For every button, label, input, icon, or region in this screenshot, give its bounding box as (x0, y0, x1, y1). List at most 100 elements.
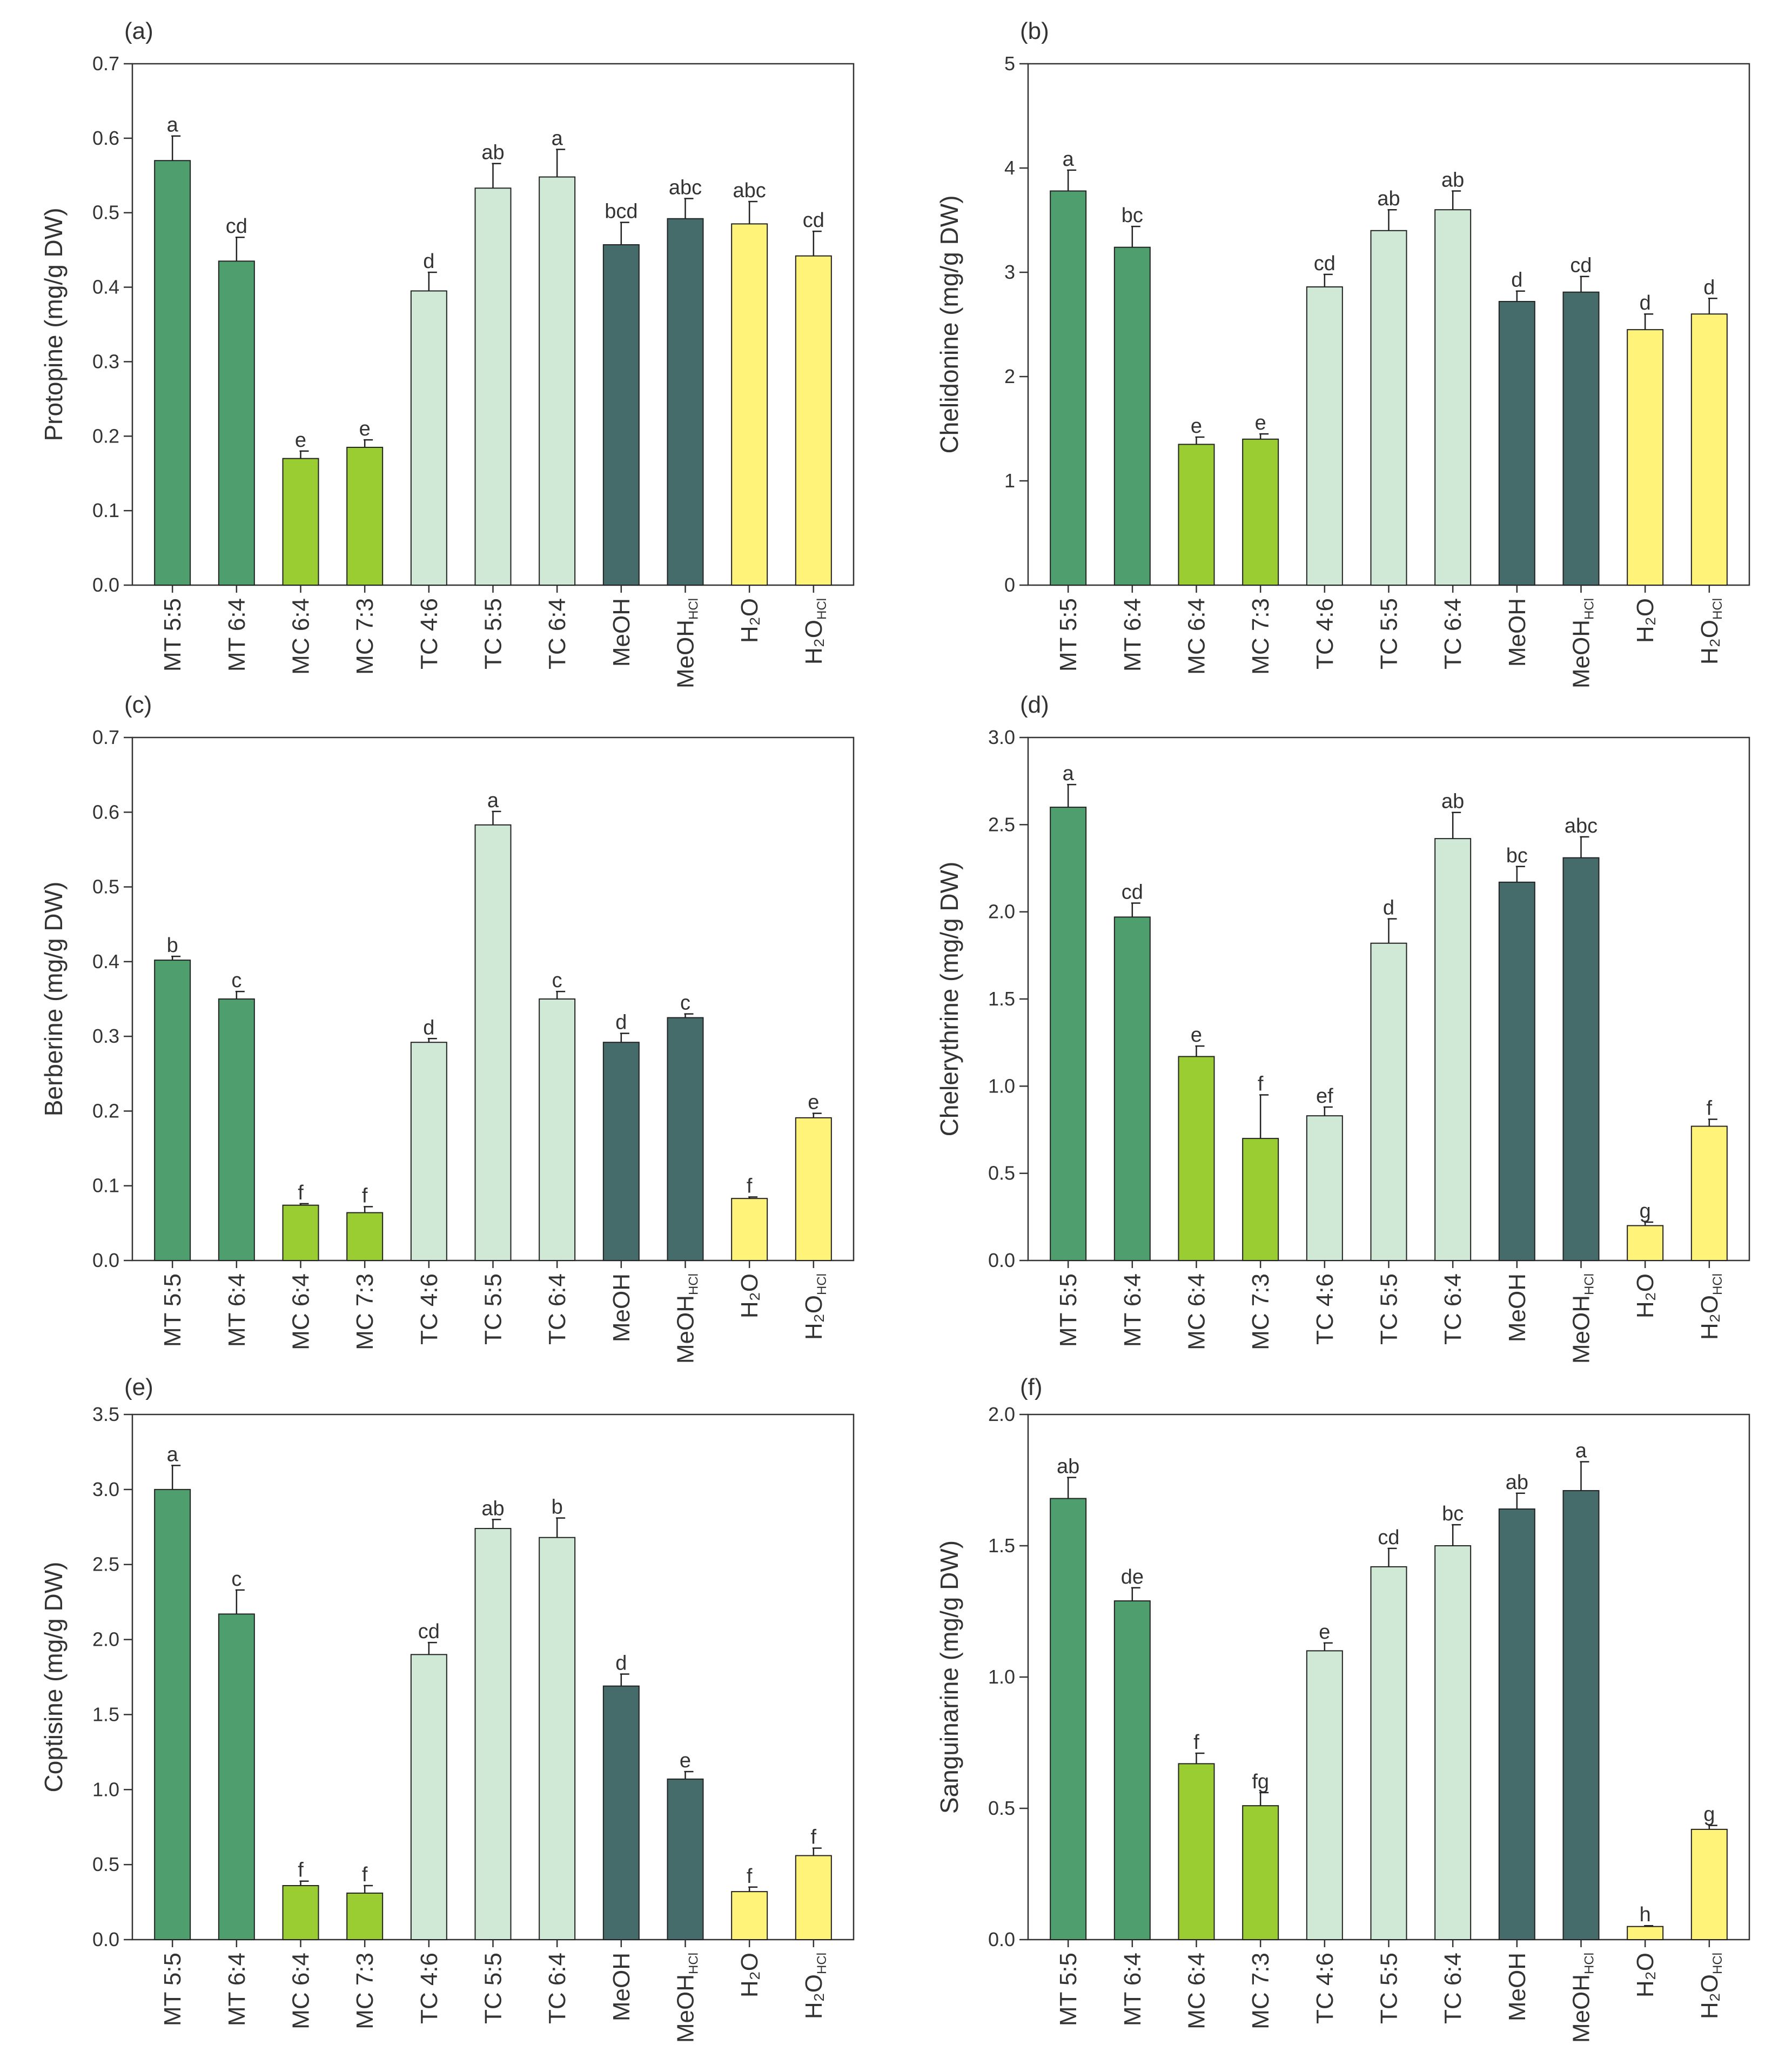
bar (1690, 1828, 1728, 1940)
x-tick-label: MeOH (1504, 598, 1531, 667)
x-tick-label-subscript: HCl (687, 1273, 701, 1295)
x-tick-label: TC 6:4 (1440, 598, 1466, 669)
x-tick-label: MC 6:4 (1184, 598, 1210, 675)
x-tick-label: MT 6:4 (1119, 1953, 1146, 2026)
significance-letter: c (680, 992, 690, 1015)
y-tick-label: 0.6 (92, 127, 119, 149)
significance-letter: d (1703, 276, 1715, 299)
x-tick-label: TC 4:6 (416, 1953, 442, 2024)
significance-letter: cd (226, 215, 247, 238)
y-tick-label: 0.5 (988, 1797, 1015, 1819)
y-tick-label: 0.2 (92, 1099, 119, 1122)
significance-letter: c (231, 969, 241, 992)
x-tick-label: MT 5:5 (1055, 1273, 1082, 1347)
x-tick-label: MC 7:3 (352, 598, 378, 675)
y-axis-label: Chelerythrine (mg/g DW) (935, 862, 963, 1137)
y-tick-label: 0.0 (988, 1928, 1015, 1950)
y-axis-label: Coptisine (mg/g DW) (39, 1562, 68, 1793)
bar (667, 1778, 704, 1940)
bar (1370, 1566, 1407, 1940)
x-tick-label: MT 6:4 (1119, 598, 1146, 672)
significance-letter: f (747, 1865, 753, 1888)
x-tick-label-subscript: HCl (687, 598, 701, 620)
x-tick-label: H₂O (1632, 1953, 1659, 1997)
bar (1050, 807, 1087, 1261)
bar (218, 998, 255, 1261)
bar (282, 1885, 319, 1941)
bar (602, 1042, 640, 1261)
panel-label: (e) (124, 1374, 153, 1400)
x-tick-label: MC 6:4 (1184, 1953, 1210, 2029)
y-tick-label: 0.7 (92, 52, 119, 75)
significance-letter: f (362, 1863, 368, 1886)
x-tick-label: MeOHHCl (673, 598, 701, 688)
significance-letter: ab (1377, 187, 1400, 210)
significance-letter: f (747, 1175, 753, 1197)
x-tick-label-subscript: HCl (687, 1953, 701, 1974)
significance-letter: bc (1506, 844, 1528, 867)
x-tick-label: MeOH (608, 1273, 635, 1342)
y-tick-label: 3.0 (988, 726, 1015, 748)
significance-letter: a (167, 1443, 179, 1466)
significance-letter: f (362, 1184, 368, 1207)
significance-letter: d (1511, 269, 1522, 292)
y-tick-label: 2.0 (988, 901, 1015, 923)
significance-letter: d (423, 250, 434, 273)
panel-a: (a) Protopine (mg/g DW) 0.0 0.1 0.2 0.3 0.4 0… (39, 18, 855, 688)
bar (1498, 1508, 1535, 1940)
significance-letter: f (811, 1826, 817, 1849)
x-tick-label: MeOH (1504, 1953, 1531, 2021)
x-tick-label: TC 6:4 (544, 598, 571, 669)
x-tick-label-subscript: HCl (1710, 1953, 1725, 1974)
bar (1627, 1225, 1664, 1261)
significance-letter: e (1191, 415, 1202, 438)
bar (539, 998, 576, 1261)
y-tick-label: 2.5 (988, 813, 1015, 835)
significance-letter: a (552, 128, 563, 150)
significance-letter: cd (803, 209, 824, 232)
significance-letter: bc (1122, 204, 1143, 227)
significance-letter: bc (1442, 1503, 1464, 1525)
panel-label: (a) (124, 18, 153, 44)
y-tick-label: 0.5 (92, 1853, 119, 1875)
x-tick-label: MeOH (608, 598, 635, 667)
bar (1562, 857, 1600, 1261)
bar (731, 1198, 768, 1262)
x-tick-label: MT 5:5 (1055, 1953, 1082, 2026)
x-tick-label: H₂OHCl (1696, 598, 1725, 665)
x-tick-label: MC 7:3 (352, 1953, 378, 2029)
significance-letter: a (1063, 762, 1075, 785)
significance-letter: abc (1565, 815, 1598, 837)
x-tick-label: MT 5:5 (1055, 598, 1082, 672)
y-tick-label: 1.0 (988, 1075, 1015, 1097)
x-tick-label: H₂O (1632, 598, 1659, 643)
bar (1178, 444, 1215, 586)
significance-letter: g (1703, 1803, 1715, 1826)
x-tick-label: MT 6:4 (1119, 1273, 1146, 1347)
x-tick-label: MT 5:5 (159, 1273, 186, 1347)
bar (1306, 286, 1343, 586)
x-tick-label: TC 5:5 (480, 1953, 507, 2024)
x-tick-label-subscript: HCl (815, 598, 829, 620)
y-axis-label: Berberine (mg/g DW) (39, 882, 68, 1117)
x-tick-label: MeOHHCl (1568, 1273, 1597, 1364)
significance-letter: cd (418, 1620, 440, 1643)
significance-letter: h (1640, 1903, 1651, 1926)
significance-letter: ab (1441, 790, 1464, 813)
significance-letter: e (1191, 1024, 1202, 1047)
bar (474, 824, 512, 1261)
bar (154, 160, 191, 586)
x-tick-label: MT 6:4 (224, 1273, 250, 1347)
significance-letter: abc (669, 177, 702, 199)
x-tick-label-subscript: HCl (815, 1273, 829, 1295)
y-tick-label: 0.3 (92, 350, 119, 372)
bar (218, 260, 255, 586)
y-tick-label: 0.3 (92, 1025, 119, 1047)
x-tick-label: MC 6:4 (288, 598, 314, 675)
bar (346, 1892, 384, 1941)
significance-letter: b (552, 1496, 563, 1519)
significance-letter: f (1707, 1097, 1713, 1120)
bar (1178, 1056, 1215, 1261)
y-axis-label: Chelidonine (mg/g DW) (935, 195, 963, 453)
significance-letter: de (1121, 1566, 1144, 1588)
